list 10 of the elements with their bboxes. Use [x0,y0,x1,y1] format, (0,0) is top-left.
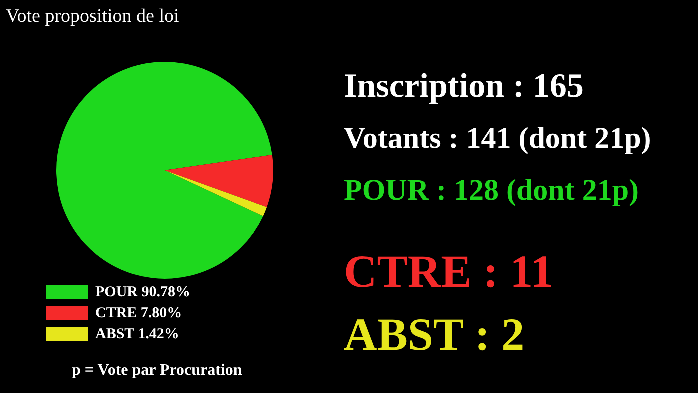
legend-label: ABST 1.42% [96,326,180,342]
text: POUR : 128 (dont 21p) [344,174,640,208]
chart-title: Vote proposition de loi [6,6,180,28]
text: p = Vote par Procuration [72,362,242,380]
text: Inscription : 165 [344,68,584,106]
text: CTRE : 11 [344,245,554,298]
text: ABST : 2 [344,308,525,361]
legend-label: POUR 90.78% [96,284,190,300]
text: Votants : 141 (dont 21p) [344,122,652,156]
legend-label: CTRE 7.80% [96,305,182,322]
